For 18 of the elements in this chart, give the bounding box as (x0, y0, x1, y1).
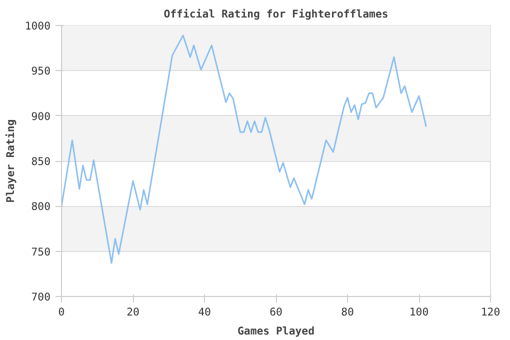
y-tick-label: 700 (31, 290, 51, 304)
x-tick-label: 40 (198, 306, 211, 318)
y-tick-label: 950 (31, 64, 51, 78)
y-tick-label: 850 (31, 155, 51, 168)
x-tick-label: 0 (58, 306, 65, 318)
y-tick-label: 900 (31, 110, 51, 123)
x-tick-label: 60 (270, 306, 282, 318)
line-series (62, 34, 427, 264)
x-axis-title: Games Played (238, 324, 315, 338)
y-tick-label: 1000 (24, 20, 51, 32)
y-tick-label: 800 (31, 200, 51, 214)
y-tick-label: 750 (31, 245, 51, 258)
chart-title: Official Rating for Fighterofflames (164, 8, 388, 20)
x-tick-label: 80 (341, 306, 354, 318)
x-tick-label: 20 (126, 306, 140, 318)
y-axis-title: Player Rating (4, 119, 17, 203)
x-tick-label: 120 (480, 306, 500, 318)
x-tick-label: 100 (409, 306, 429, 318)
